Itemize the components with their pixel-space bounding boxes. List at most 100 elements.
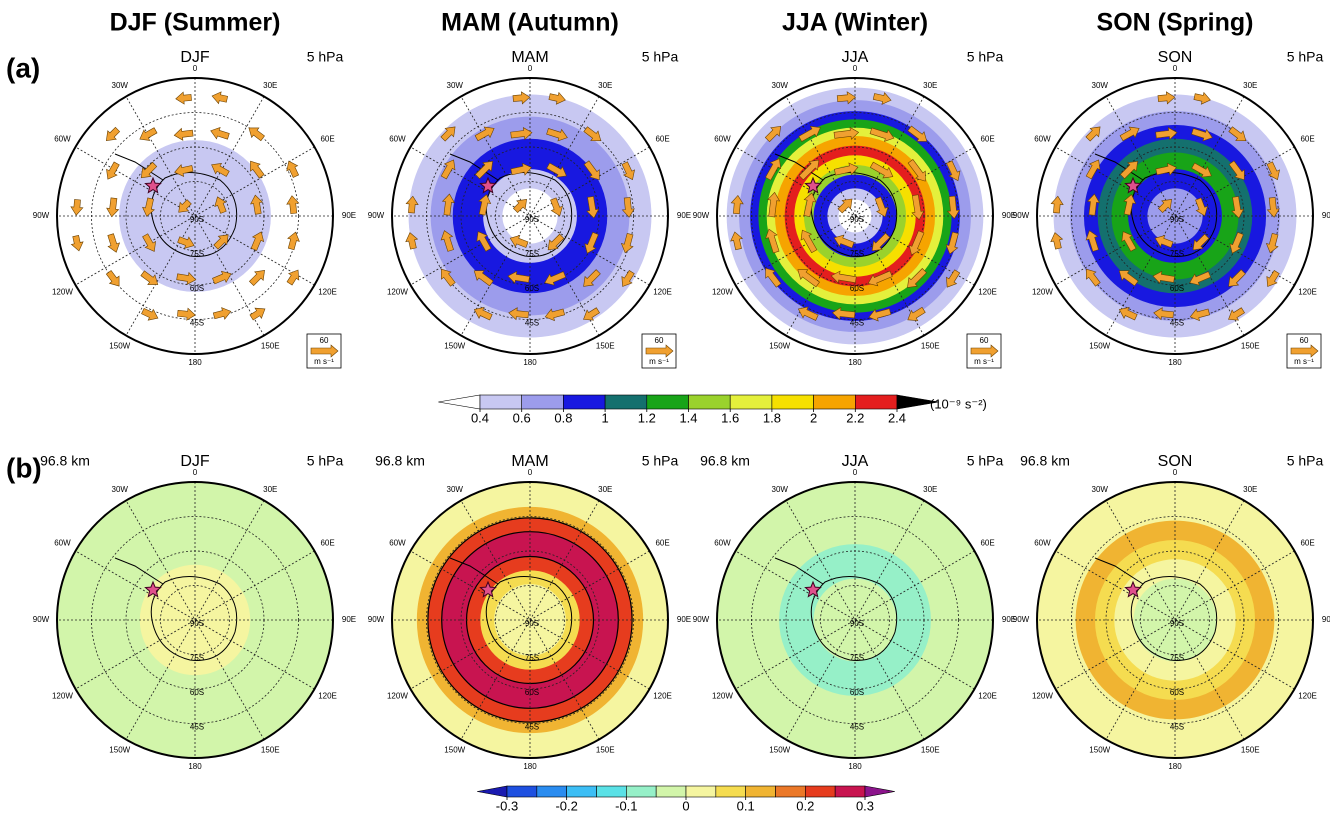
latitude-label: 45S [850, 723, 864, 732]
panel-title: MAM [511, 49, 548, 66]
longitude-label: 120E [318, 692, 337, 701]
row-label: (b) [6, 452, 42, 483]
latitude-label: 75S [525, 250, 539, 259]
longitude-label: 120E [318, 288, 337, 297]
longitude-label: 30E [263, 485, 277, 494]
colorbar-box [835, 786, 865, 797]
longitude-label: 60W [714, 539, 731, 548]
latitude-label: 90S [850, 215, 864, 224]
latitude-label: 60S [850, 284, 864, 293]
longitude-label: 150W [1089, 745, 1110, 754]
reference-unit: m s⁻¹ [314, 357, 334, 366]
colorbar-box [537, 786, 567, 797]
latitude-label: 45S [525, 319, 539, 328]
latitude-label: 60S [525, 284, 539, 293]
latitude-label: 60S [850, 688, 864, 697]
longitude-label: 180 [1168, 762, 1182, 771]
pressure-level: 5 hPa [642, 49, 679, 65]
latitude-label: 75S [190, 250, 204, 259]
longitude-label: 120E [653, 692, 672, 701]
latitude-label: 45S [190, 723, 204, 732]
longitude-label: 150E [596, 341, 615, 350]
latitude-label: 45S [1170, 319, 1184, 328]
colorbar-label: 2.4 [888, 410, 906, 425]
pressure-level: 5 hPa [1287, 453, 1324, 469]
colorbar-box [855, 395, 897, 409]
longitude-label: 30W [112, 485, 129, 494]
colorbar-box [563, 395, 605, 409]
colorbar-box [814, 395, 856, 409]
latitude-label: 75S [190, 654, 204, 663]
height-label: 96.8 km [1020, 453, 1070, 469]
longitude-label: 30E [923, 485, 937, 494]
colorbar-label: 0.3 [856, 798, 874, 813]
longitude-label: 90E [677, 211, 691, 220]
pressure-level: 5 hPa [1287, 49, 1324, 65]
longitude-label: 90W [33, 211, 50, 220]
colorbar-box [716, 786, 746, 797]
reference-unit: m s⁻¹ [1294, 357, 1314, 366]
longitude-label: 150E [921, 341, 940, 350]
longitude-label: 150W [109, 745, 130, 754]
colorbar-label: 1 [601, 410, 608, 425]
latitude-label: 90S [190, 619, 204, 628]
height-label: 96.8 km [40, 453, 90, 469]
pressure-level: 5 hPa [967, 49, 1004, 65]
pressure-level: 5 hPa [307, 453, 344, 469]
longitude-label: 90W [33, 615, 50, 624]
panel-title: SON [1158, 453, 1193, 470]
longitude-label: 90W [368, 211, 385, 220]
latitude-label: 90S [190, 215, 204, 224]
longitude-label: 30E [923, 81, 937, 90]
colorbar-box [689, 395, 731, 409]
longitude-label: 30E [1243, 485, 1257, 494]
latitude-label: 60S [190, 688, 204, 697]
longitude-label: 60W [1034, 539, 1051, 548]
colorbar-label: 0.4 [471, 410, 489, 425]
colorbar-label: 2 [810, 410, 817, 425]
row-label: (a) [6, 52, 40, 83]
pressure-level: 5 hPa [967, 453, 1004, 469]
longitude-label: 60W [389, 135, 406, 144]
latitude-label: 90S [525, 619, 539, 628]
latitude-label: 45S [525, 723, 539, 732]
longitude-label: 180 [188, 762, 202, 771]
colorbar-box [746, 786, 776, 797]
longitude-label: 120W [52, 692, 73, 701]
colorbar-box [567, 786, 597, 797]
longitude-label: 180 [523, 762, 537, 771]
pressure-level: 5 hPa [642, 453, 679, 469]
longitude-label: 180 [188, 358, 202, 367]
longitude-label: 60W [54, 539, 71, 548]
longitude-label: 150E [921, 745, 940, 754]
latitude-label: 75S [1170, 250, 1184, 259]
longitude-label: 60E [655, 135, 669, 144]
colorbar-label: 0.6 [513, 410, 531, 425]
longitude-label: 90E [342, 615, 356, 624]
map-panel: 030E60E90E120E150E180150W120W90W60W30W90… [368, 453, 691, 771]
longitude-label: 150W [444, 745, 465, 754]
longitude-label: 30W [447, 485, 464, 494]
colorbar-box [522, 395, 564, 409]
map-panel: 030E60E90E120E150E180150W120W90W60W30W90… [1013, 453, 1330, 771]
longitude-label: 30W [447, 81, 464, 90]
column-title: JJA (Winter) [782, 9, 928, 37]
longitude-label: 30E [263, 81, 277, 90]
height-label: 96.8 km [375, 453, 425, 469]
longitude-label: 30E [598, 81, 612, 90]
map-panel: 030E60E90E120E150E180150W120W90W60W30W90… [368, 49, 691, 368]
figure: (a) (b) DJF (Summer)MAM (Autumn)JJA (Win… [0, 0, 1330, 815]
colorbar-box [772, 395, 814, 409]
longitude-label: 90E [342, 211, 356, 220]
colorbar-unit: (10⁻⁹ s⁻²) [930, 396, 987, 411]
colorbar-label: 0.8 [554, 410, 572, 425]
longitude-label: 30W [1092, 81, 1109, 90]
column-title: DJF (Summer) [110, 9, 281, 37]
latitude-label: 90S [850, 619, 864, 628]
map-panel: 030E60E90E120E150E180150W120W90W60W30W90… [693, 49, 1016, 368]
reference-value: 60 [980, 336, 989, 345]
longitude-label: 150E [1241, 745, 1260, 754]
longitude-label: 30E [1243, 81, 1257, 90]
height-label: 96.8 km [700, 453, 750, 469]
longitude-label: 90W [693, 615, 710, 624]
